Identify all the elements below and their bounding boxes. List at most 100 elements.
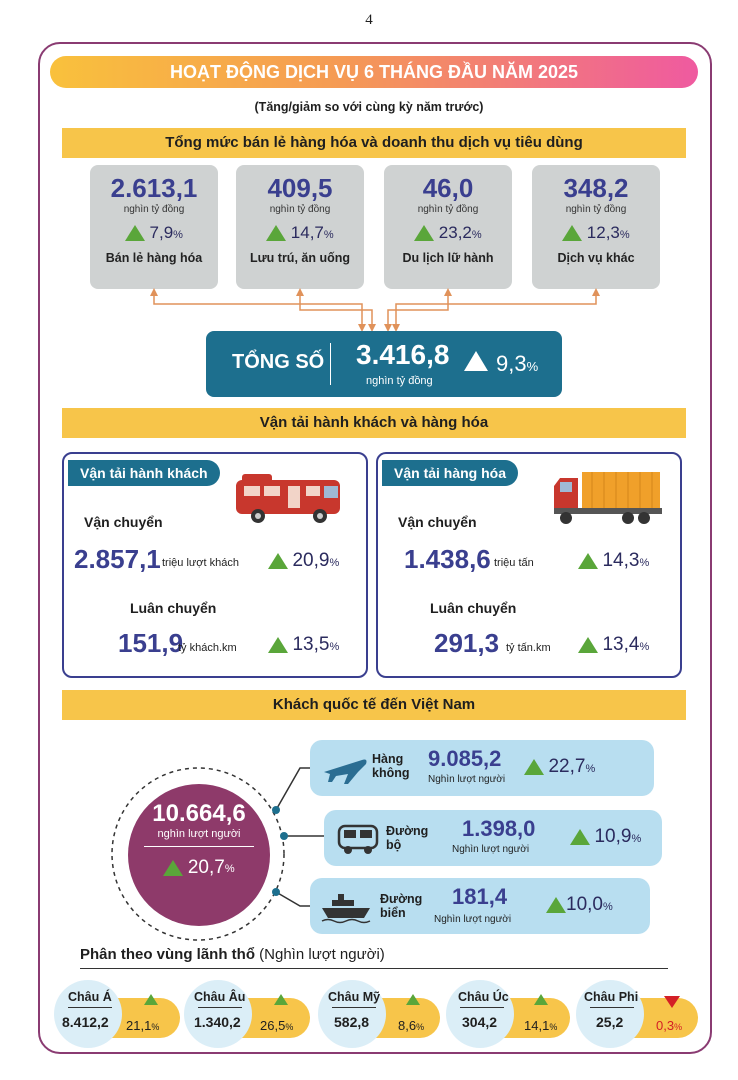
increase-arrow-icon	[578, 553, 598, 569]
intl-total-value: 10.664,6	[152, 800, 246, 827]
region-value: 1.340,2	[194, 1014, 241, 1030]
page-title: HOẠT ĐỘNG DỊCH VỤ 6 THÁNG ĐẦU NĂM 2025	[50, 56, 698, 88]
region-pct: 0,3	[656, 1018, 675, 1033]
divider	[198, 1007, 242, 1008]
retail-unit: nghìn tỷ đồng	[123, 204, 185, 215]
region-circle	[446, 980, 514, 1048]
increase-arrow-icon	[414, 225, 435, 241]
region-circle	[576, 980, 644, 1048]
airplane-icon	[324, 759, 367, 784]
intl-mode-unit: Nghìn lượt người	[428, 774, 506, 785]
cargo-tab: Vận tải hàng hóa	[382, 460, 519, 486]
cargo-card: Vận tải hàng hóa Vận chuyển 1.438,6 triệ…	[376, 452, 682, 678]
increase-arrow-icon	[268, 553, 288, 569]
regions-heading: Phân theo vùng lãnh thổ (Nghìn lượt ngườ…	[80, 946, 385, 963]
intl-mode-value: 1.398,0	[462, 816, 536, 841]
region-pct: 14,1	[524, 1018, 550, 1033]
region-europe: Châu Âu 1.340,2 26,5%	[184, 980, 310, 1050]
cargo-carry-pct: 14,3	[602, 550, 640, 571]
connector-arrows	[150, 288, 600, 332]
intl-mode-label: Đường biển	[380, 892, 423, 920]
passenger-carry-unit: triệu lượt khách	[162, 557, 239, 569]
cargo-rot-unit: tỷ tấn.km	[506, 642, 551, 654]
increase-arrow-icon	[534, 994, 548, 1005]
regions-heading-unit: (Nghìn lượt người)	[259, 946, 385, 963]
intl-total-unit: nghìn lượt người	[157, 828, 241, 840]
intl-mode-pct: 22,7	[548, 756, 586, 777]
retail-total-box: TỔNG SỐ 3.416,8 nghìn tỷ đồng 9,3%	[206, 331, 562, 397]
passenger-rot-label: Luân chuyển	[130, 600, 217, 616]
retail-label: Lưu trú, ăn uống	[249, 251, 350, 265]
divider	[80, 968, 668, 969]
region-circle	[184, 980, 252, 1048]
page-frame	[38, 42, 712, 1054]
region-name: Châu Phi	[584, 990, 639, 1004]
retail-box-travel: 46,0 nghìn tỷ đồng 23,2% Du lịch lữ hành	[384, 165, 512, 289]
cargo-rot-pct: 13,4	[602, 634, 640, 655]
region-oceania: Châu Úc 304,2 14,1%	[446, 980, 570, 1050]
retail-heading: Tổng mức bán lẻ hàng hóa và doanh thu dị…	[62, 128, 686, 158]
retail-box-accommodation: 409,5 nghìn tỷ đồng 14,7% Lưu trú, ăn uố…	[236, 165, 364, 289]
region-name: Châu Úc	[458, 990, 509, 1004]
retail-pct: 14,7	[290, 223, 324, 242]
retail-unit: nghìn tỷ đồng	[417, 204, 479, 215]
bus-icon	[236, 474, 340, 523]
retail-unit: nghìn tỷ đồng	[565, 204, 627, 215]
retail-pct: 23,2	[438, 223, 472, 242]
intl-mode-value: 9.085,2	[428, 746, 502, 771]
region-pct: 26,5	[260, 1018, 286, 1033]
passenger-card: Vận tải hành khách Vận chuyển 2.857,1 tr…	[62, 452, 368, 678]
regions-heading-bold: Phân theo vùng lãnh thổ	[80, 946, 255, 963]
intl-mode-unit: Nghìn lượt người	[434, 914, 512, 925]
retail-unit: nghìn tỷ đồng	[269, 204, 331, 215]
total-value: 3.416,8	[356, 339, 450, 370]
decrease-arrow-icon	[664, 996, 680, 1008]
intl-mode-unit: Nghìn lượt người	[452, 844, 530, 855]
passenger-carry-pct: 20,9	[292, 550, 330, 571]
retail-box-goods: 2.613,1 nghìn tỷ đồng 7,9% Bán lẻ hàng h…	[90, 165, 218, 289]
divider	[460, 1007, 504, 1008]
increase-arrow-icon	[274, 994, 288, 1005]
page-subtitle: (Tăng/giảm so với cùng kỳ năm trước)	[254, 100, 484, 114]
increase-arrow-icon	[464, 351, 488, 371]
truck-icon	[554, 472, 662, 524]
region-value: 25,2	[596, 1014, 624, 1030]
intl-mode-label: Hàng không	[372, 752, 410, 780]
increase-arrow-icon	[268, 637, 288, 653]
retail-value: 409,5	[267, 173, 333, 203]
region-name: Châu Á	[68, 990, 112, 1004]
passenger-tab: Vận tải hành khách	[68, 460, 220, 486]
increase-arrow-icon	[266, 225, 287, 241]
increase-arrow-icon	[546, 897, 566, 913]
retail-pct: 7,9	[149, 223, 174, 242]
retail-value: 46,0	[422, 173, 474, 203]
intl-mode-label: Đường bộ	[386, 824, 429, 852]
passenger-rot-unit: tỷ khách.km	[178, 642, 237, 654]
intl-mode-air: Hàng không 9.085,2 Nghìn lượt người 22,7…	[310, 740, 654, 796]
retail-label: Du lịch lữ hành	[402, 251, 494, 265]
increase-arrow-icon	[578, 637, 598, 653]
divider	[330, 343, 331, 385]
intl-mode-pct: 10,9	[594, 826, 632, 847]
region-value: 582,8	[334, 1014, 370, 1030]
increase-arrow-icon	[406, 994, 420, 1005]
passenger-carry-value: 2.857,1	[74, 544, 161, 574]
divider	[144, 846, 254, 847]
increase-arrow-icon	[570, 829, 590, 845]
intl-total-pct: 20,7	[187, 857, 225, 878]
region-name: Châu Mỹ	[328, 990, 381, 1004]
page-number: 4	[365, 12, 373, 28]
intl-mode-value: 181,4	[452, 884, 508, 909]
region-value: 304,2	[462, 1014, 498, 1030]
total-unit: nghìn tỷ đồng	[366, 375, 433, 387]
total-label: TỔNG SỐ	[232, 351, 325, 373]
region-circle	[54, 980, 122, 1048]
cargo-carry-unit: triệu tấn	[494, 557, 534, 569]
region-pct: 21,1	[126, 1018, 152, 1033]
cargo-carry-label: Vận chuyển	[398, 514, 477, 530]
bus-icon	[337, 824, 379, 854]
cargo-rot-value: 291,3	[434, 628, 500, 658]
intl-mode-road: Đường bộ 1.398,0 Nghìn lượt người 10,9%	[324, 810, 662, 866]
ship-icon	[321, 894, 371, 924]
passenger-rot-pct: 13,5	[292, 634, 330, 655]
